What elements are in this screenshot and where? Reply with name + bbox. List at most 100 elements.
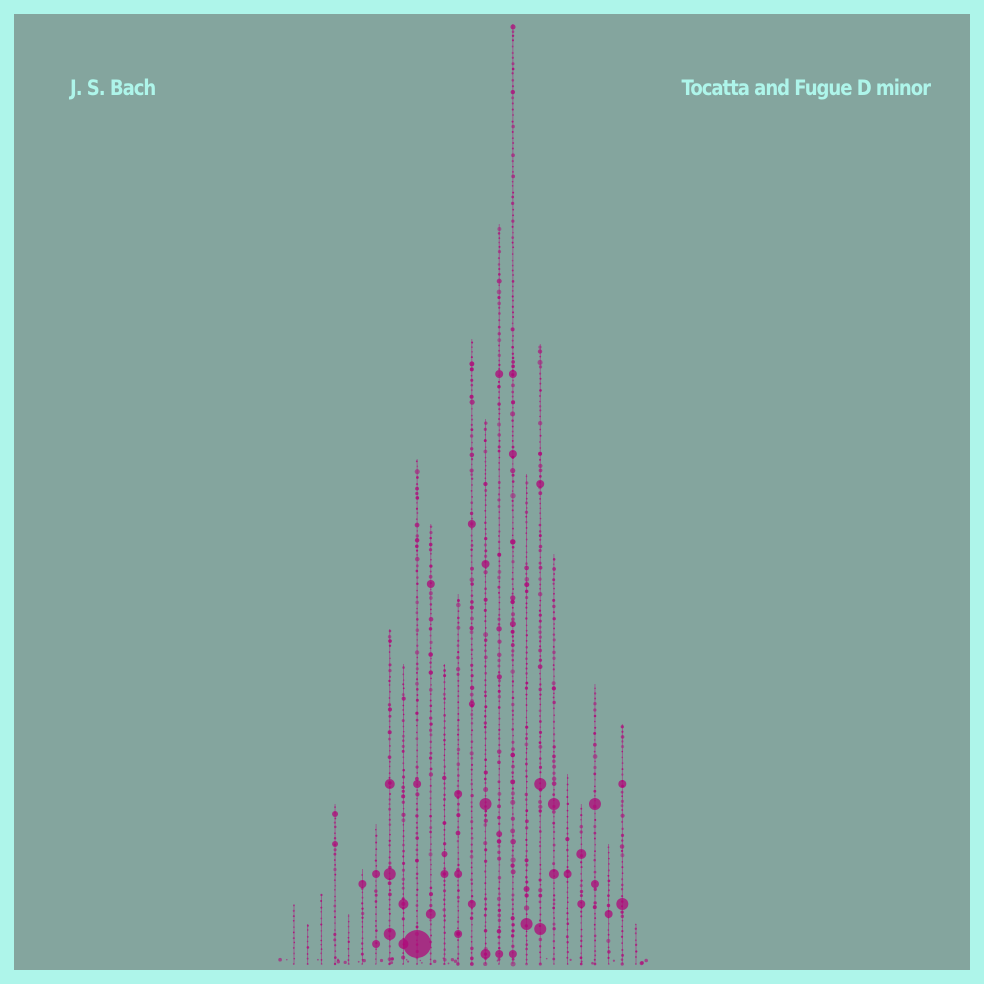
note-dot	[498, 647, 500, 649]
note-dot	[498, 601, 501, 604]
note-dot	[511, 147, 514, 150]
note-column	[479, 419, 492, 967]
note-dot	[539, 517, 542, 520]
note-dot	[421, 962, 423, 964]
note-dot	[620, 883, 624, 887]
note-dot-large	[547, 798, 560, 810]
note-dot	[414, 538, 420, 543]
note-dot	[566, 844, 569, 847]
note-dot	[593, 865, 596, 868]
note-dot	[415, 628, 420, 632]
note-dot	[552, 793, 556, 797]
note-dot	[511, 184, 514, 187]
note-dot	[539, 872, 542, 875]
note-dot-large	[384, 779, 395, 789]
note-dot	[539, 434, 542, 437]
note-dot	[429, 693, 432, 696]
note-dot	[456, 733, 460, 736]
note-dot	[483, 714, 487, 718]
note-dot	[456, 644, 460, 647]
note-dot	[497, 617, 501, 621]
note-dot	[483, 928, 488, 933]
note-dot	[621, 795, 624, 798]
note-dot	[483, 721, 487, 725]
note-dot	[496, 289, 502, 295]
note-dot	[510, 791, 515, 796]
note-dot	[471, 441, 473, 444]
note-dot	[320, 935, 323, 937]
note-dot	[552, 771, 556, 775]
note-dot	[402, 768, 406, 772]
note-dot	[510, 643, 515, 647]
note-dot	[496, 896, 502, 901]
note-dot	[442, 692, 446, 696]
note-dot	[415, 544, 419, 549]
note-dot	[539, 382, 542, 385]
note-dot	[429, 848, 432, 851]
note-dot	[511, 269, 514, 272]
note-dot	[580, 818, 582, 821]
note-dot	[497, 658, 501, 663]
note-dot	[538, 765, 543, 769]
note-dot	[538, 635, 542, 639]
note-dot	[593, 928, 596, 930]
note-dot	[553, 727, 555, 729]
note-dot	[484, 575, 487, 578]
note-dot	[470, 843, 473, 846]
note-dot	[539, 693, 542, 696]
note-dot	[511, 120, 514, 123]
note-dot	[428, 772, 434, 777]
note-dot	[539, 683, 542, 686]
note-dot	[470, 773, 473, 776]
note-dot	[511, 702, 515, 707]
note-dot	[333, 938, 337, 942]
note-dot	[525, 809, 529, 813]
note-dot	[498, 560, 501, 563]
note-dot	[306, 924, 309, 927]
note-dot	[293, 952, 296, 955]
note-dot	[470, 674, 474, 678]
note-dot	[415, 737, 419, 741]
note-dot	[457, 679, 460, 682]
note-dot	[511, 807, 514, 809]
note-dot	[415, 858, 419, 863]
note-dot	[498, 412, 501, 415]
note-dot	[607, 846, 610, 849]
note-dot	[484, 882, 487, 885]
note-dot	[484, 554, 488, 558]
note-dot	[484, 749, 487, 751]
note-dot	[525, 930, 528, 933]
note-dot	[538, 549, 542, 553]
note-dot	[552, 638, 556, 642]
note-dot	[593, 772, 597, 776]
note-dot	[293, 941, 296, 944]
note-dot	[511, 108, 514, 111]
note-dot	[539, 956, 542, 959]
note-dot	[320, 943, 323, 946]
note-dot	[484, 627, 487, 629]
note-dot	[470, 763, 474, 767]
note-dot	[511, 912, 515, 916]
note-dot	[511, 85, 515, 88]
note-dot	[469, 854, 474, 859]
note-dot	[375, 906, 377, 909]
note-dot	[511, 225, 514, 228]
note-dot	[416, 624, 419, 627]
note-dot	[511, 490, 514, 492]
note-dot	[429, 666, 432, 669]
note-dot	[484, 765, 487, 768]
note-dot	[620, 853, 625, 858]
note-dot	[415, 549, 419, 552]
note-dot	[471, 816, 473, 819]
note-dot	[497, 257, 501, 260]
note-dot	[333, 932, 337, 936]
note-dot	[443, 754, 446, 757]
note-dot-large	[467, 900, 476, 908]
note-dot	[621, 878, 624, 881]
note-dot	[511, 612, 516, 617]
note-dot	[607, 863, 610, 865]
note-dot	[512, 231, 514, 234]
note-dot	[443, 733, 446, 736]
note-dot	[443, 867, 446, 870]
note-dot	[484, 694, 487, 698]
